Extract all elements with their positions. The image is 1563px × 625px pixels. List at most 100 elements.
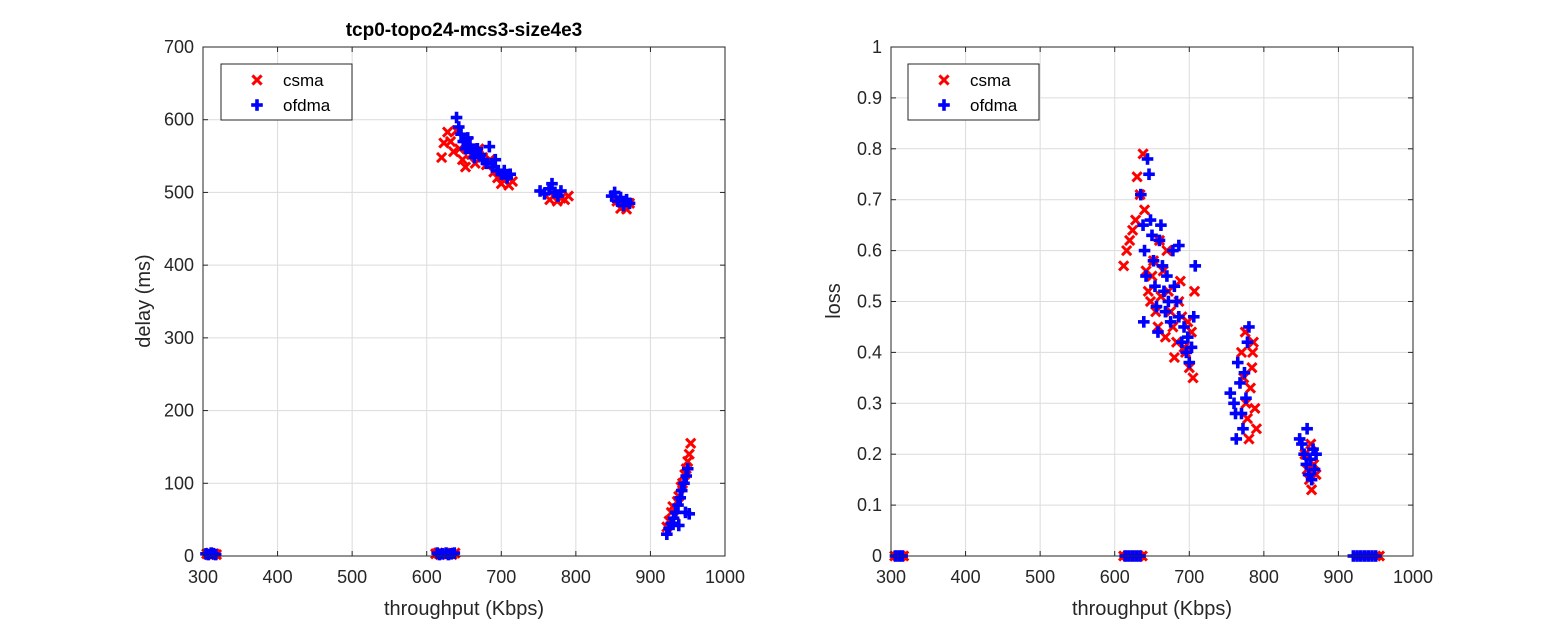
data-point-csma bbox=[1161, 244, 1173, 257]
data-point-csma bbox=[1247, 336, 1260, 348]
data-point-ofdma bbox=[504, 168, 517, 181]
y-tick-label: 100 bbox=[164, 473, 194, 493]
y-tick-label: 0.6 bbox=[857, 241, 882, 261]
y-tick-label: 600 bbox=[164, 110, 194, 130]
data-point-csma bbox=[685, 437, 697, 449]
legend: csma ofdma bbox=[220, 63, 353, 121]
data-point-ofdma bbox=[483, 140, 496, 153]
data-point-ofdma bbox=[461, 132, 474, 144]
data-point-csma bbox=[1241, 412, 1254, 425]
legend-label-ofdma: ofdma bbox=[283, 96, 331, 115]
data-point-ofdma bbox=[1237, 422, 1249, 435]
data-point-ofdma bbox=[498, 164, 511, 177]
data-point-ofdma bbox=[1241, 336, 1254, 349]
y-tick-label: 400 bbox=[164, 255, 194, 275]
data-point-ofdma bbox=[1170, 295, 1183, 308]
x-tick-label: 500 bbox=[1025, 567, 1055, 587]
data-point-ofdma bbox=[1161, 270, 1173, 282]
data-point-ofdma bbox=[1150, 300, 1163, 313]
grid bbox=[202, 46, 726, 557]
data-point-ofdma bbox=[1185, 341, 1198, 354]
legend-marker-ofdma bbox=[938, 99, 950, 111]
data-point-ofdma bbox=[1310, 448, 1322, 460]
x-tick-label: 600 bbox=[1100, 567, 1130, 587]
data-point-ofdma bbox=[455, 128, 467, 141]
y-tick-label: 0 bbox=[872, 546, 882, 566]
data-point-csma bbox=[1129, 214, 1142, 226]
series-ofdma bbox=[889, 153, 1382, 562]
y-tick-label: 0.7 bbox=[857, 190, 882, 210]
data-point-csma bbox=[1159, 331, 1172, 343]
data-point-ofdma bbox=[1173, 310, 1185, 323]
chart-title: tcp0-topo24-mcs3-size4e3 bbox=[346, 20, 583, 41]
data-point-ofdma bbox=[1230, 433, 1243, 445]
legend: csma ofdma bbox=[907, 63, 1040, 121]
data-point-ofdma bbox=[452, 121, 465, 133]
legend-marker-csma bbox=[251, 74, 263, 86]
x-tick-label: 300 bbox=[876, 567, 906, 587]
data-point-ofdma bbox=[1141, 153, 1154, 165]
data-point-csma bbox=[1188, 285, 1201, 297]
data-point-ofdma bbox=[1137, 219, 1149, 231]
x-tick-label: 800 bbox=[561, 567, 591, 587]
data-point-ofdma bbox=[489, 153, 502, 166]
data-point-ofdma bbox=[669, 506, 682, 519]
x-tick-label: 1000 bbox=[1393, 567, 1433, 587]
data-point-ofdma bbox=[623, 197, 636, 210]
data-point-csma bbox=[1244, 382, 1257, 394]
legend-marker-csma bbox=[938, 74, 950, 86]
x-tick-label: 1000 bbox=[705, 567, 745, 587]
x-tick-label: 300 bbox=[188, 567, 218, 587]
data-point-ofdma bbox=[661, 528, 673, 540]
data-point-csma bbox=[562, 190, 575, 202]
data-point-csma bbox=[1168, 351, 1181, 364]
data-point-csma bbox=[1305, 484, 1318, 496]
data-point-ofdma bbox=[1164, 316, 1177, 328]
data-point-ofdma bbox=[209, 548, 222, 561]
data-point-ofdma bbox=[617, 199, 630, 212]
y-tick-label: 1 bbox=[872, 37, 882, 57]
data-point-ofdma bbox=[1173, 239, 1185, 252]
data-point-csma bbox=[1235, 346, 1248, 359]
data-point-csma bbox=[1146, 270, 1158, 282]
data-point-ofdma bbox=[1228, 397, 1240, 410]
data-point-csma bbox=[1131, 171, 1143, 183]
data-point-csma bbox=[1246, 362, 1258, 374]
data-point-ofdma bbox=[675, 484, 688, 497]
data-point-ofdma bbox=[672, 519, 685, 532]
data-point-ofdma bbox=[1301, 422, 1313, 435]
data-point-ofdma bbox=[1140, 270, 1152, 282]
data-point-ofdma bbox=[448, 547, 461, 559]
data-point-ofdma bbox=[1187, 310, 1200, 323]
data-point-csma bbox=[1123, 234, 1136, 247]
data-point-ofdma bbox=[1147, 254, 1160, 267]
data-point-ofdma bbox=[1224, 387, 1237, 399]
data-point-ofdma bbox=[464, 139, 476, 151]
x-tick-label: 400 bbox=[263, 567, 293, 587]
y-tick-label: 0.9 bbox=[857, 88, 882, 108]
data-point-ofdma bbox=[667, 512, 680, 524]
data-point-ofdma bbox=[1167, 244, 1179, 257]
y-tick-label: 0.8 bbox=[857, 139, 882, 159]
data-point-csma bbox=[447, 146, 460, 158]
x-tick-label: 900 bbox=[635, 567, 665, 587]
data-point-ofdma bbox=[1238, 366, 1251, 379]
data-point-ofdma bbox=[1137, 316, 1150, 328]
data-point-csma bbox=[1247, 346, 1259, 359]
x-tick-label: 900 bbox=[1323, 567, 1353, 587]
data-point-ofdma bbox=[1155, 219, 1167, 231]
data-point-ofdma bbox=[1158, 285, 1170, 298]
data-point-csma bbox=[1174, 275, 1186, 287]
data-point-ofdma bbox=[1176, 336, 1188, 349]
data-point-ofdma bbox=[683, 508, 696, 520]
legend-label-ofdma: ofdma bbox=[970, 96, 1018, 115]
data-point-ofdma bbox=[678, 477, 690, 490]
data-point-ofdma bbox=[1152, 326, 1164, 338]
y-tick-label: 0.5 bbox=[857, 292, 882, 312]
data-point-ofdma bbox=[546, 177, 558, 190]
data-point-ofdma bbox=[1146, 229, 1158, 242]
y-tick-label: 0.1 bbox=[857, 495, 882, 515]
data-point-ofdma bbox=[486, 161, 499, 173]
data-point-ofdma bbox=[468, 151, 481, 164]
data-point-ofdma bbox=[1308, 463, 1321, 476]
